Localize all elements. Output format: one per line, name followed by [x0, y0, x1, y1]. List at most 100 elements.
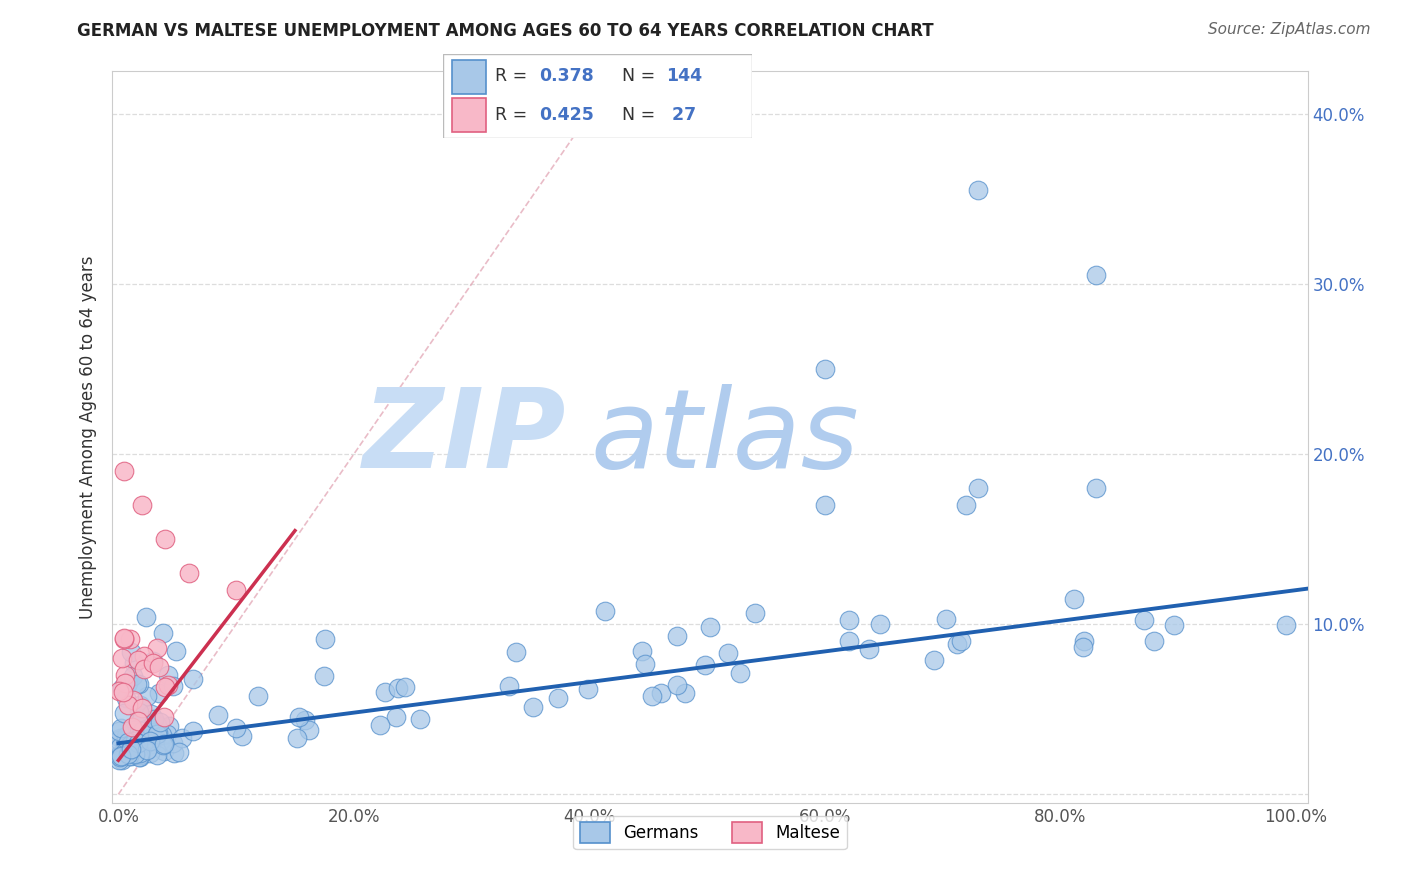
Point: [387, 681, 409, 695]
Point: [121, 669, 143, 683]
Point: [124, 723, 146, 737]
Point: [1143, 633, 1166, 648]
Point: [207, 707, 229, 722]
Point: [148, 686, 170, 700]
Point: [838, 613, 860, 627]
Point: [111, 681, 134, 696]
Point: [394, 680, 416, 694]
Point: [814, 498, 837, 512]
Point: [135, 690, 157, 704]
Point: [505, 644, 527, 658]
Point: [156, 678, 179, 692]
Point: [114, 631, 136, 645]
Point: [128, 698, 150, 713]
Point: [112, 706, 135, 721]
Point: [108, 749, 131, 764]
Point: [153, 738, 176, 752]
Point: [152, 626, 174, 640]
Point: [385, 710, 408, 724]
Point: [117, 747, 139, 761]
Point: [294, 713, 316, 727]
Point: [128, 706, 150, 720]
Point: [165, 644, 187, 658]
Point: [922, 653, 945, 667]
Point: [665, 629, 688, 643]
Point: [522, 700, 544, 714]
Bar: [453, 98, 486, 132]
Point: [131, 711, 153, 725]
Point: [1274, 618, 1296, 632]
Point: [118, 744, 141, 758]
Point: [576, 681, 599, 696]
Point: [157, 719, 180, 733]
Point: [814, 362, 837, 376]
Point: [298, 723, 321, 737]
Point: [127, 736, 149, 750]
Point: [225, 722, 247, 736]
Text: R =: R =: [495, 106, 533, 124]
Point: [945, 636, 967, 650]
Point: [121, 742, 143, 756]
Point: [131, 739, 153, 753]
Point: [728, 665, 751, 680]
Point: [111, 650, 134, 665]
Point: [744, 606, 766, 620]
Point: [118, 740, 141, 755]
Point: [162, 679, 184, 693]
Point: [120, 741, 142, 756]
Point: [247, 690, 270, 704]
Point: [139, 734, 162, 748]
Point: [717, 646, 740, 660]
Point: [122, 693, 145, 707]
Point: [967, 183, 990, 197]
Point: [122, 724, 145, 739]
Point: [146, 747, 169, 762]
Point: [950, 633, 973, 648]
Point: [374, 685, 396, 699]
Point: [1073, 633, 1095, 648]
Point: [153, 680, 176, 694]
FancyBboxPatch shape: [443, 54, 752, 138]
Text: atlas: atlas: [591, 384, 859, 491]
Text: 0.425: 0.425: [538, 106, 593, 124]
Point: [666, 678, 689, 692]
Point: [112, 464, 135, 478]
Point: [141, 723, 163, 737]
Point: [138, 731, 160, 745]
Point: [118, 731, 141, 745]
Point: [120, 645, 142, 659]
Point: [547, 690, 569, 705]
Point: [114, 738, 136, 752]
Text: N =: N =: [623, 106, 661, 124]
Point: [142, 657, 165, 671]
Point: [127, 731, 149, 746]
Point: [838, 633, 860, 648]
Point: [135, 610, 157, 624]
Point: [146, 718, 169, 732]
Text: 0.378: 0.378: [538, 67, 593, 85]
Point: [112, 685, 135, 699]
Point: [858, 642, 880, 657]
Point: [112, 632, 135, 646]
Point: [138, 735, 160, 749]
Point: [181, 723, 204, 738]
Point: [121, 743, 143, 757]
Point: [110, 721, 132, 735]
Point: [114, 729, 136, 743]
Point: [314, 632, 336, 646]
Point: [108, 731, 131, 745]
Point: [1084, 481, 1107, 495]
Point: [146, 726, 169, 740]
Text: 27: 27: [665, 106, 696, 124]
Point: [172, 731, 194, 745]
Point: [150, 728, 173, 742]
Point: [181, 672, 204, 686]
Point: [1163, 617, 1185, 632]
Point: [108, 723, 131, 738]
Point: [108, 732, 131, 747]
Point: [935, 612, 957, 626]
Point: [1132, 613, 1154, 627]
Point: [177, 566, 200, 581]
Point: [108, 739, 131, 754]
Point: [634, 657, 657, 672]
